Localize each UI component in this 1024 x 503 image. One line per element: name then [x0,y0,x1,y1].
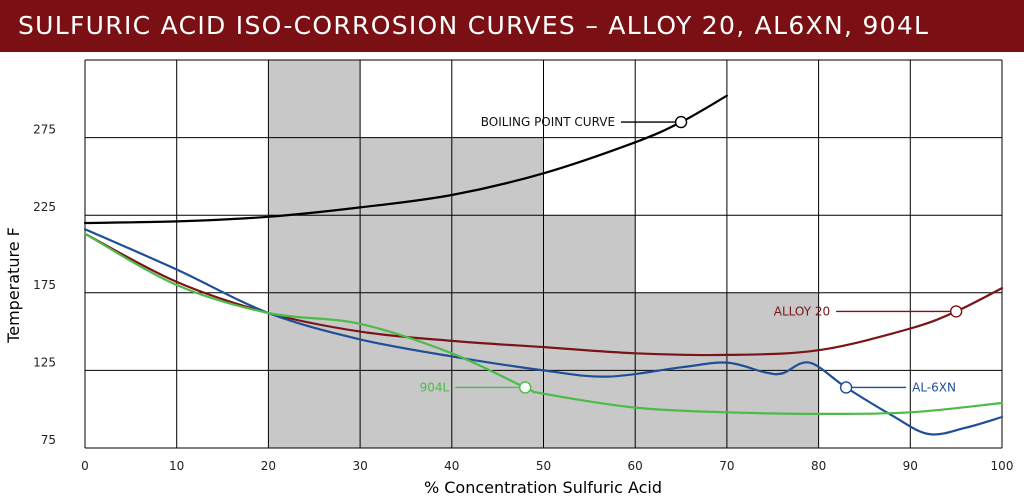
y-tick-label: 125 [33,355,56,369]
curve-label: AL-6XN [912,380,956,394]
chart-title: SULFURIC ACID ISO-CORROSION CURVES – ALL… [18,11,930,40]
904l-curve [83,232,1004,416]
x-tick-label: 70 [719,459,734,473]
x-tick-label: 20 [261,459,276,473]
y-tick-label: 275 [33,123,56,137]
curve-marker [674,115,688,129]
boiling-point-curve [83,94,728,225]
alloy-20-curve [83,232,1004,357]
x-tick-label: 10 [169,459,184,473]
y-tick-label: 175 [33,278,56,292]
curve-marker [518,381,532,394]
x-tick-label: 0 [81,459,89,473]
x-tick-label: 100 [991,459,1014,473]
curves [83,94,1004,436]
shaded-region-0 [268,60,361,448]
shaded-region-2 [543,215,636,448]
grid [84,59,1003,449]
y-tick-label: 225 [33,200,56,214]
x-tick-label: 50 [536,459,551,473]
tick-labels: 0 10 20 30 40 50 60 70 80 90 100 75 125 175 225 275 [33,123,1013,473]
curve-label: ALLOY 20 [774,304,830,318]
curve-marker [839,381,853,394]
x-tick-label: 80 [811,459,826,473]
y-tick-label: 75 [41,433,56,447]
x-tick-label: 30 [352,459,367,473]
curve-label: BOILING POINT CURVE [481,115,615,129]
curve-marker [949,305,963,318]
chart-title-bar: SULFURIC ACID ISO-CORROSION CURVES – ALL… [0,0,1024,52]
x-tick-label: 60 [628,459,643,473]
y-axis-title: Temperature F [4,227,23,344]
al-6xn-curve [83,228,1004,436]
x-tick-label: 40 [444,459,459,473]
curve-label: 904L [420,380,450,394]
x-axis-title: % Concentration Sulfuric Acid [424,478,662,497]
curve-labels: BOILING POINT CURVE ALLOY 20 AL-6XN 904L [420,115,963,394]
x-tick-label: 90 [903,459,918,473]
